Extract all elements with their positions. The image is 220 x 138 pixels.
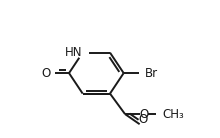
Text: O: O [138,113,147,126]
Text: O: O [41,67,51,80]
Text: Br: Br [145,67,158,80]
Text: O: O [139,108,149,121]
Text: HN: HN [64,46,82,59]
Text: CH₃: CH₃ [163,108,184,121]
